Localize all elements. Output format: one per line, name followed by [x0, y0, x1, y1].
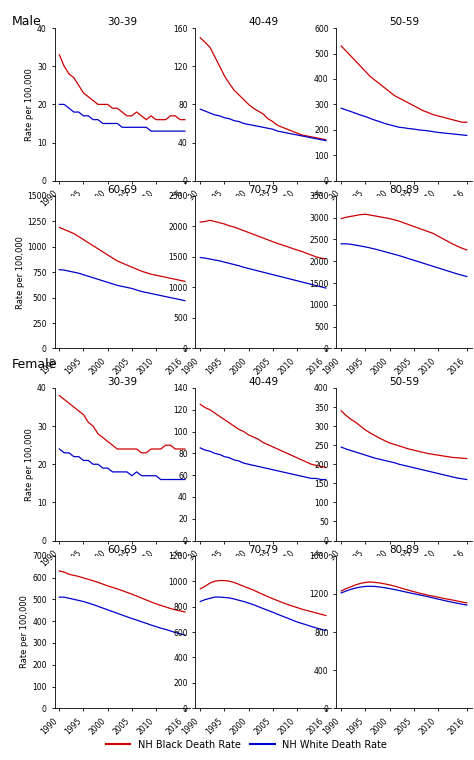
Title: 40-49: 40-49: [248, 17, 278, 27]
Title: 50-59: 50-59: [389, 377, 419, 387]
Y-axis label: Rate per 100,000: Rate per 100,000: [20, 596, 29, 669]
Y-axis label: Rate per 100,000: Rate per 100,000: [25, 68, 34, 141]
Title: 60-69: 60-69: [107, 185, 137, 195]
Y-axis label: Rate per 100,000: Rate per 100,000: [16, 236, 25, 309]
Title: 80-89: 80-89: [389, 545, 419, 555]
Text: Male: Male: [12, 15, 42, 28]
Legend: NH Black Death Rate, NH White Death Rate: NH Black Death Rate, NH White Death Rate: [102, 736, 391, 754]
Title: 40-49: 40-49: [248, 377, 278, 387]
Title: 80-89: 80-89: [389, 185, 419, 195]
Title: 30-39: 30-39: [107, 17, 137, 27]
Title: 50-59: 50-59: [389, 17, 419, 27]
Y-axis label: Rate per 100,000: Rate per 100,000: [25, 428, 34, 501]
Title: 60-69: 60-69: [107, 545, 137, 555]
Title: 30-39: 30-39: [107, 377, 137, 387]
Title: 70-79: 70-79: [248, 545, 278, 555]
Title: 70-79: 70-79: [248, 185, 278, 195]
Text: Female: Female: [12, 359, 57, 372]
